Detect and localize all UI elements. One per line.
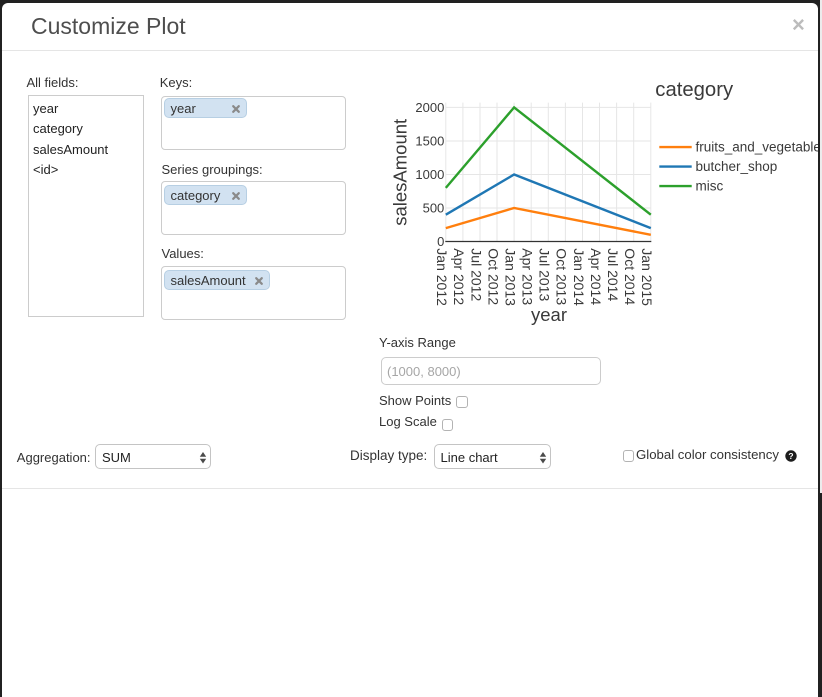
- svg-text:Apr 2012: Apr 2012: [451, 248, 467, 305]
- svg-text:butcher_shop: butcher_shop: [696, 159, 778, 174]
- svg-text:Jan 2013: Jan 2013: [502, 248, 518, 306]
- svg-text:Jan 2014: Jan 2014: [571, 248, 587, 306]
- svg-text:Oct 2012: Oct 2012: [485, 248, 501, 305]
- svg-text:Apr 2013: Apr 2013: [520, 248, 536, 305]
- svg-text:fruits_and_vegetables: fruits_and_vegetables: [696, 140, 819, 155]
- svg-text:Jul 2013: Jul 2013: [537, 248, 553, 301]
- svg-text:1500: 1500: [415, 133, 444, 148]
- svg-text:0: 0: [437, 234, 444, 249]
- svg-text:Oct 2013: Oct 2013: [554, 248, 570, 305]
- svg-text:category: category: [655, 79, 734, 101]
- svg-text:Oct 2014: Oct 2014: [622, 248, 638, 305]
- svg-text:1000: 1000: [415, 167, 444, 182]
- svg-text:Jan 2012: Jan 2012: [434, 248, 450, 306]
- svg-text:misc: misc: [696, 179, 724, 194]
- svg-text:year: year: [531, 304, 567, 325]
- svg-text:2000: 2000: [415, 100, 444, 115]
- svg-text:Apr 2014: Apr 2014: [588, 248, 604, 305]
- svg-text:Jan 2015: Jan 2015: [639, 248, 655, 306]
- svg-text:salesAmount: salesAmount: [389, 119, 410, 226]
- svg-text:?: ?: [788, 451, 793, 461]
- svg-text:Jul 2014: Jul 2014: [605, 248, 621, 301]
- svg-text:500: 500: [423, 200, 445, 215]
- svg-text:Jul 2012: Jul 2012: [468, 248, 484, 301]
